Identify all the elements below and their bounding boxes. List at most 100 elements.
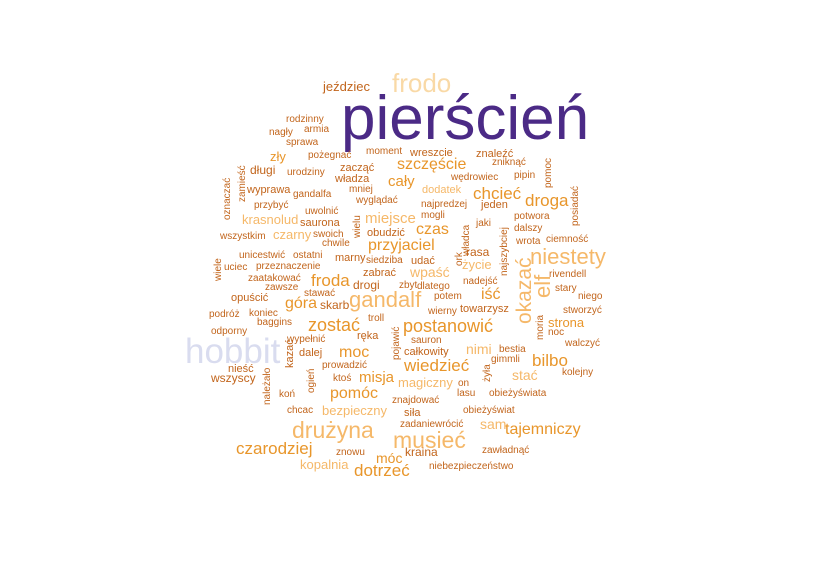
word: posiadać [570,185,581,226]
word: przyjaciel [368,237,435,254]
word: potem [434,291,462,302]
word: zadanie [400,419,436,430]
word: marny [335,252,366,264]
word: zawładnąć [482,445,530,456]
word: obudzić [367,227,405,239]
word: czas [416,221,449,238]
word: stworzyć [563,305,602,316]
word: moment [366,146,403,157]
word: bezpieczny [322,403,388,418]
word: wypełnić [287,334,326,345]
word: tajemniczy [505,421,581,438]
word: postanowić [403,316,494,336]
word: czarodziej [236,439,313,458]
word: ciemność [546,234,589,245]
word: obieżyświata [489,388,547,399]
word: stać [512,367,538,383]
word: unicestwić [239,250,286,261]
word: miejsce [365,210,416,227]
word: znajdować [392,395,440,406]
word: zabrać [363,267,397,279]
word: ork [454,252,465,266]
word: uciec [224,262,248,273]
word: dalszy [514,223,543,234]
word: kazać [284,339,296,368]
word: kraina [405,445,438,459]
word: zacząć [340,162,375,174]
word: chcieć [473,184,522,203]
word: podróż [209,309,240,320]
word: musieć [393,427,466,453]
word: nagły [269,127,293,138]
word: gandalf [349,287,422,312]
word: jeden [481,199,508,211]
word: kolejny [562,367,594,378]
word: władza [335,173,370,185]
word: czarny [273,227,312,242]
word: sauron [411,335,442,346]
word: strona [548,315,585,330]
word: drużyna [292,417,374,443]
word: wyglądać [356,195,398,206]
word: uwolnić [305,206,339,217]
word: gimmli [491,354,520,365]
word: pojawić [391,326,402,360]
word: iść [481,286,501,303]
word: walczyć [565,338,601,349]
word: wreszcie [410,147,453,159]
word: cały [388,173,415,190]
word: zaatakować [248,273,301,284]
word: nieść [228,363,254,375]
word: lasu [457,388,476,399]
word: ktoś [333,373,352,384]
word: pomoc [543,157,554,188]
word: gandalfa [293,189,332,200]
word: dlatego [417,281,450,292]
word: potwora [514,211,550,222]
word: udać [411,255,435,267]
word: bilbo [532,351,568,370]
word: rivendell [549,269,587,280]
word: ostatni [293,250,323,261]
word: wędrowiec [451,172,499,183]
word: wrócić [435,419,464,430]
word: długi [250,163,276,177]
word: jeździec [323,79,370,94]
word: sprawa [286,137,319,148]
word: prowadzić [322,360,368,371]
word: mogli [421,210,445,221]
word: chwile [322,238,350,249]
word: móc [376,450,403,466]
word: misja [359,369,395,386]
word: swoich [313,229,344,240]
word: wielu [352,215,363,238]
word: froda [311,271,350,290]
word: jaki [476,218,492,229]
word: zostać [308,315,361,335]
word: moria [535,314,546,340]
word: znaleźć [476,148,514,160]
word: stary [555,283,577,294]
word: wrota [516,236,541,247]
word: góra [285,295,318,312]
word: baggins [257,317,293,328]
word: saurona [300,217,340,229]
word: siedziba [366,255,403,266]
word: zniknąć [492,157,526,168]
word: przeznaczenie [256,261,321,272]
word: krasnolud [242,212,299,227]
word: on [458,378,470,389]
word: wszystkim [220,231,266,242]
word: magiczny [398,375,453,390]
word: dalej [299,347,323,359]
word: rodzinny [286,114,324,125]
word: kopalnia [300,457,349,472]
word: zły [270,149,286,164]
word: bestia [499,344,526,355]
word: stawać [304,288,336,299]
word: pomóc [330,385,379,402]
word: mniej [349,184,373,195]
word: frodo [392,68,452,98]
word: noc [548,327,565,338]
